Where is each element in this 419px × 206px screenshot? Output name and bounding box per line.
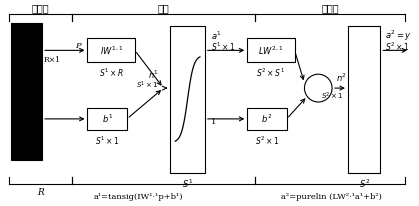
- Text: $S^1\times1$: $S^1\times1$: [136, 80, 158, 91]
- Text: 隐层: 隐层: [158, 4, 169, 14]
- Bar: [247, 39, 295, 62]
- Text: a¹=tansig(IW¹·¹p+b¹): a¹=tansig(IW¹·¹p+b¹): [94, 193, 184, 201]
- Text: $S^2\times S^1$: $S^2\times S^1$: [256, 67, 285, 79]
- Text: R: R: [37, 188, 44, 197]
- Bar: [247, 108, 287, 130]
- Text: $S^2\times 1$: $S^2\times 1$: [385, 40, 410, 53]
- Text: $IW^{1,1}$: $IW^{1,1}$: [99, 44, 123, 57]
- Bar: [10, 22, 42, 160]
- Text: $a^2=y$: $a^2=y$: [385, 28, 412, 43]
- Bar: [348, 26, 380, 173]
- Bar: [171, 26, 205, 173]
- Text: R×1: R×1: [44, 56, 60, 64]
- Text: $S^1\times 1$: $S^1\times 1$: [211, 40, 235, 53]
- Text: $S^2\times 1$: $S^2\times 1$: [321, 90, 344, 102]
- Text: 输出层: 输出层: [321, 4, 339, 14]
- Text: 1: 1: [211, 118, 216, 126]
- Bar: [88, 39, 135, 62]
- Text: $S^1\times 1$: $S^1\times 1$: [95, 135, 119, 147]
- Text: $a^1$: $a^1$: [211, 29, 221, 42]
- Text: $LW^{2,1}$: $LW^{2,1}$: [258, 44, 284, 57]
- Bar: [88, 108, 127, 130]
- Text: $n^1$: $n^1$: [147, 69, 158, 81]
- Text: $n^2$: $n^2$: [336, 72, 347, 84]
- Text: $S^2\times 1$: $S^2\times 1$: [255, 135, 279, 147]
- Text: $b^2$: $b^2$: [261, 113, 273, 125]
- Text: $S^1$: $S^1$: [182, 177, 193, 190]
- Text: $b^1$: $b^1$: [102, 113, 113, 125]
- Text: a²=purelin (LW²·¹a¹+b²): a²=purelin (LW²·¹a¹+b²): [281, 193, 382, 201]
- Text: $S^2$: $S^2$: [359, 177, 370, 190]
- Text: 输入层: 输入层: [31, 4, 49, 14]
- Text: $S^1\times R$: $S^1\times R$: [98, 67, 124, 79]
- Text: P: P: [75, 42, 80, 50]
